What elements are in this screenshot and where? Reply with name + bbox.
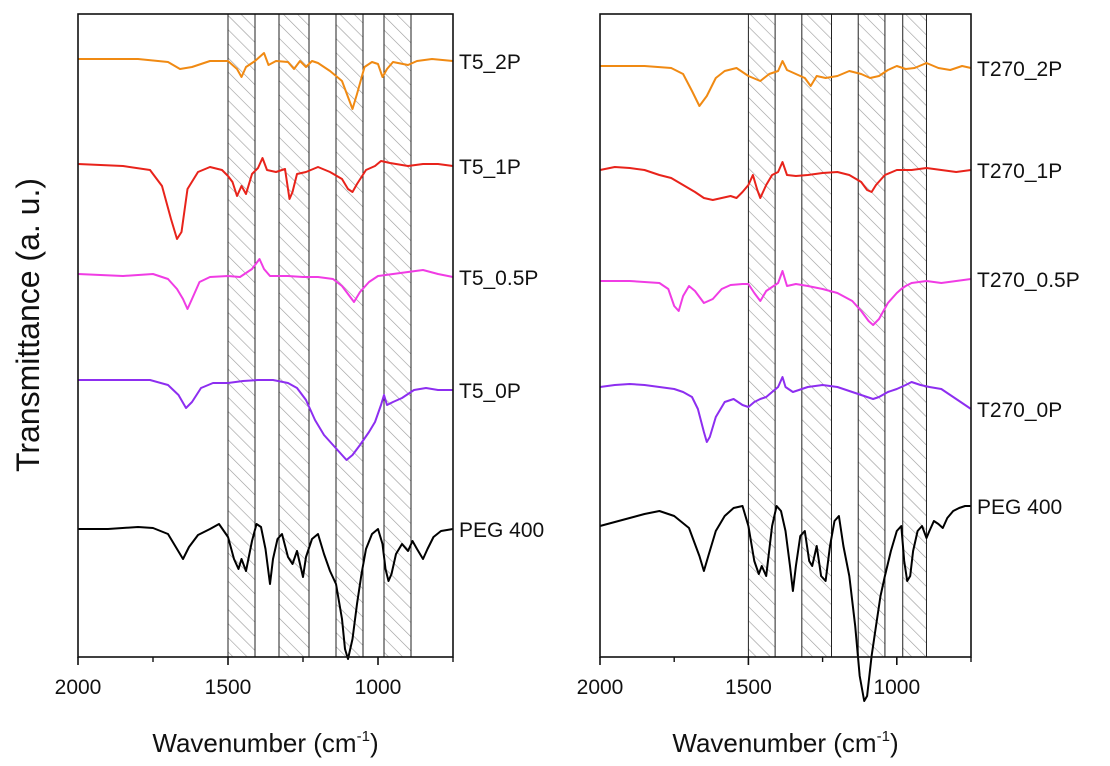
series-label-t270-2p: T270_2P: [977, 58, 1062, 81]
series-line-t5-0-5p: [77, 258, 454, 310]
series-line-t270-2p: [600, 60, 972, 107]
x-tick-label: 1500: [205, 676, 252, 699]
x-tick-label: 1500: [725, 676, 772, 699]
series-label-t270-0-5p: T270_0.5P: [977, 269, 1080, 292]
series-line-t5-0p: [78, 379, 453, 461]
series-label-t270-0p: T270_0P: [977, 399, 1062, 422]
shaded-band-2: [278, 13, 310, 658]
y-axis-title: Transmittance (a. u.): [10, 178, 46, 472]
series-label-t5-1p: T5_1P: [459, 156, 521, 179]
series-line-t270-0p: [599, 376, 972, 443]
shaded-band-3: [857, 13, 886, 658]
x-tick-label: 1000: [873, 676, 920, 699]
plot-frame: [599, 13, 972, 658]
x-tick-label: 2000: [55, 676, 102, 699]
series-line-t270-1p: [599, 161, 972, 201]
series-label-peg-400: PEG 400: [977, 496, 1062, 519]
series-label-t5-0p: T5_0P: [459, 380, 521, 403]
y-axis-label: Transmittance (a. u.): [10, 178, 46, 472]
shaded-band-2: [801, 13, 833, 658]
plot-frame: [77, 13, 454, 658]
series-line-peg-400: [78, 523, 454, 660]
series-line-t5-1p: [77, 157, 454, 240]
x-axis-label: Wavenumber (cm-1): [672, 728, 898, 758]
shaded-band-3: [335, 13, 364, 658]
series-line-t5-2p: [78, 52, 454, 110]
series-label-t5-0-5p: T5_0.5P: [459, 267, 538, 290]
series-label-t5-2p: T5_2P: [459, 51, 521, 74]
series-line-t270-0-5p: [600, 270, 972, 326]
x-axis-label: Wavenumber (cm-1): [152, 728, 378, 758]
shaded-band-1: [747, 13, 776, 658]
shaded-band-4: [383, 13, 412, 658]
shaded-band-4: [902, 13, 927, 658]
series-label-t270-1p: T270_1P: [977, 160, 1062, 183]
series-label-peg-400: PEG 400: [459, 519, 544, 542]
left-panel: T5_2P T5_1P T5_0.5P T5_0P PEG 400 2000 1500 100…: [55, 13, 544, 758]
x-tick-label: 1000: [355, 676, 402, 699]
right-panel: T270_2P T270_1P T270_0.5P T270_0P PEG 400 200…: [577, 13, 1080, 758]
series-line-peg-400: [599, 505, 971, 702]
x-tick-label: 2000: [577, 676, 624, 699]
